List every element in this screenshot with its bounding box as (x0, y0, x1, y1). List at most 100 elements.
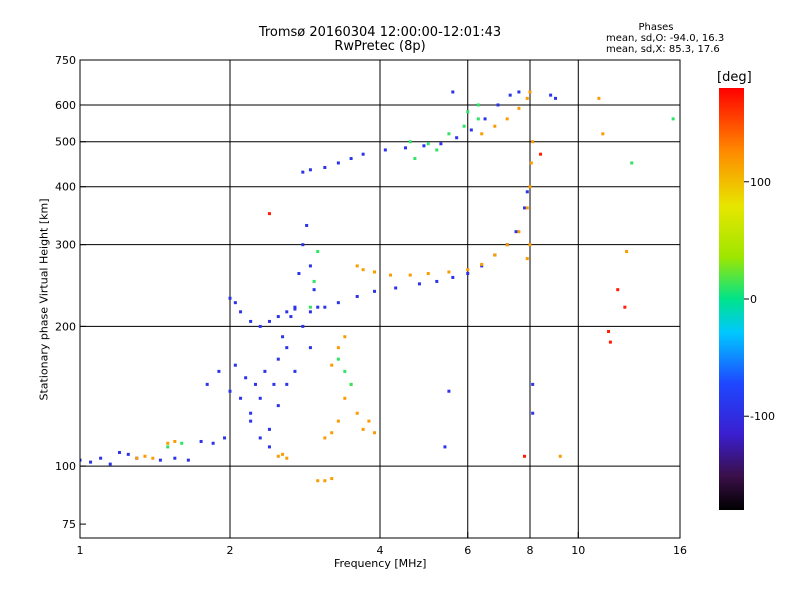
data-point (408, 140, 412, 144)
data-point (336, 301, 340, 305)
data-point (228, 296, 232, 300)
data-point (336, 357, 340, 361)
data-point (312, 288, 316, 292)
colorbar: 100 0 -100 (719, 88, 775, 510)
data-point (276, 357, 280, 361)
data-point (186, 458, 190, 462)
data-point (301, 324, 305, 328)
data-point (330, 431, 334, 435)
data-point (355, 264, 359, 268)
data-point (517, 230, 521, 234)
data-point (249, 319, 253, 323)
data-point (422, 144, 426, 148)
data-point (249, 411, 253, 415)
y-tick-label: 100 (55, 460, 76, 473)
data-point (671, 117, 675, 121)
data-point (528, 185, 532, 189)
data-point (239, 310, 243, 314)
data-point (496, 103, 500, 107)
y-tick-label: 600 (55, 99, 76, 112)
data-point (549, 93, 553, 97)
data-point (217, 369, 221, 373)
x-tick-label: 16 (673, 544, 687, 557)
data-point (373, 289, 377, 293)
x-tick-label: 10 (571, 544, 585, 557)
title-line-2: RwPretec (8p) (334, 39, 426, 54)
phases-title: Phases (638, 22, 674, 33)
data-point (373, 431, 377, 435)
data-points (80, 90, 675, 483)
data-point (476, 117, 480, 121)
data-point (413, 157, 417, 161)
data-point (166, 441, 170, 445)
y-tick-label: 75 (62, 518, 76, 531)
data-point (389, 273, 393, 277)
data-point (349, 157, 353, 161)
data-point (281, 452, 285, 456)
data-point (505, 117, 509, 121)
data-point (99, 456, 103, 460)
data-point (272, 382, 276, 386)
data-point (435, 279, 439, 283)
phases-o-line: mean, sd,O: -94.0, 16.3 (606, 33, 725, 44)
x-tick-label: 6 (464, 544, 471, 557)
x-tick-label: 4 (377, 544, 384, 557)
data-point (361, 268, 365, 272)
data-point (373, 270, 377, 274)
y-tick-label: 750 (55, 54, 76, 67)
data-point (531, 411, 535, 415)
data-point (336, 419, 340, 423)
data-point (267, 319, 271, 323)
data-point (316, 479, 320, 483)
data-point (528, 243, 532, 247)
data-point (267, 445, 271, 449)
data-point (361, 152, 365, 156)
colorbar-unit-label: [deg] (717, 70, 752, 85)
data-point (531, 140, 535, 144)
data-point (180, 441, 184, 445)
data-point (293, 305, 297, 309)
data-point (143, 454, 147, 458)
data-point (476, 103, 480, 107)
phases-summary: Phases mean, sd,O: -94.0, 16.3 mean, sd,… (606, 22, 725, 55)
data-point (630, 161, 634, 165)
y-axis-label: Stationary phase Virtual Height [km] (37, 197, 51, 401)
axis-ticks: 1 2 4 6 8 10 16 75 100 200 300 400 500 600 750 (55, 54, 687, 557)
data-point (525, 96, 529, 100)
grid (80, 60, 680, 538)
data-point (466, 268, 470, 272)
data-point (293, 369, 297, 373)
data-point (276, 315, 280, 319)
data-point (417, 282, 421, 286)
colorbar-tick-label: 100 (750, 176, 771, 189)
data-point (308, 305, 312, 309)
data-point (289, 315, 293, 319)
data-point (276, 454, 280, 458)
data-point (361, 427, 365, 431)
data-point (323, 479, 327, 483)
data-point (205, 382, 209, 386)
y-tick-label: 200 (55, 320, 76, 333)
data-point (126, 452, 130, 456)
data-point (447, 270, 451, 274)
data-point (469, 128, 473, 132)
data-point (151, 456, 155, 460)
data-point (466, 272, 470, 276)
data-point (297, 272, 301, 276)
data-point (158, 458, 162, 462)
x-tick-label: 1 (77, 544, 84, 557)
y-tick-label: 500 (55, 136, 76, 149)
data-point (173, 456, 177, 460)
data-point (343, 369, 347, 373)
data-point (239, 396, 243, 400)
data-point (301, 243, 305, 247)
chart-title: Tromsø 20160304 12:00:00-12:01:43 RwPret… (80, 26, 680, 54)
data-point (308, 346, 312, 350)
data-point (466, 110, 470, 114)
data-point (336, 161, 340, 165)
colorbar-gradient (719, 88, 744, 510)
data-point (608, 340, 612, 344)
data-point (249, 419, 253, 423)
data-point (435, 148, 439, 152)
data-point (135, 456, 139, 460)
